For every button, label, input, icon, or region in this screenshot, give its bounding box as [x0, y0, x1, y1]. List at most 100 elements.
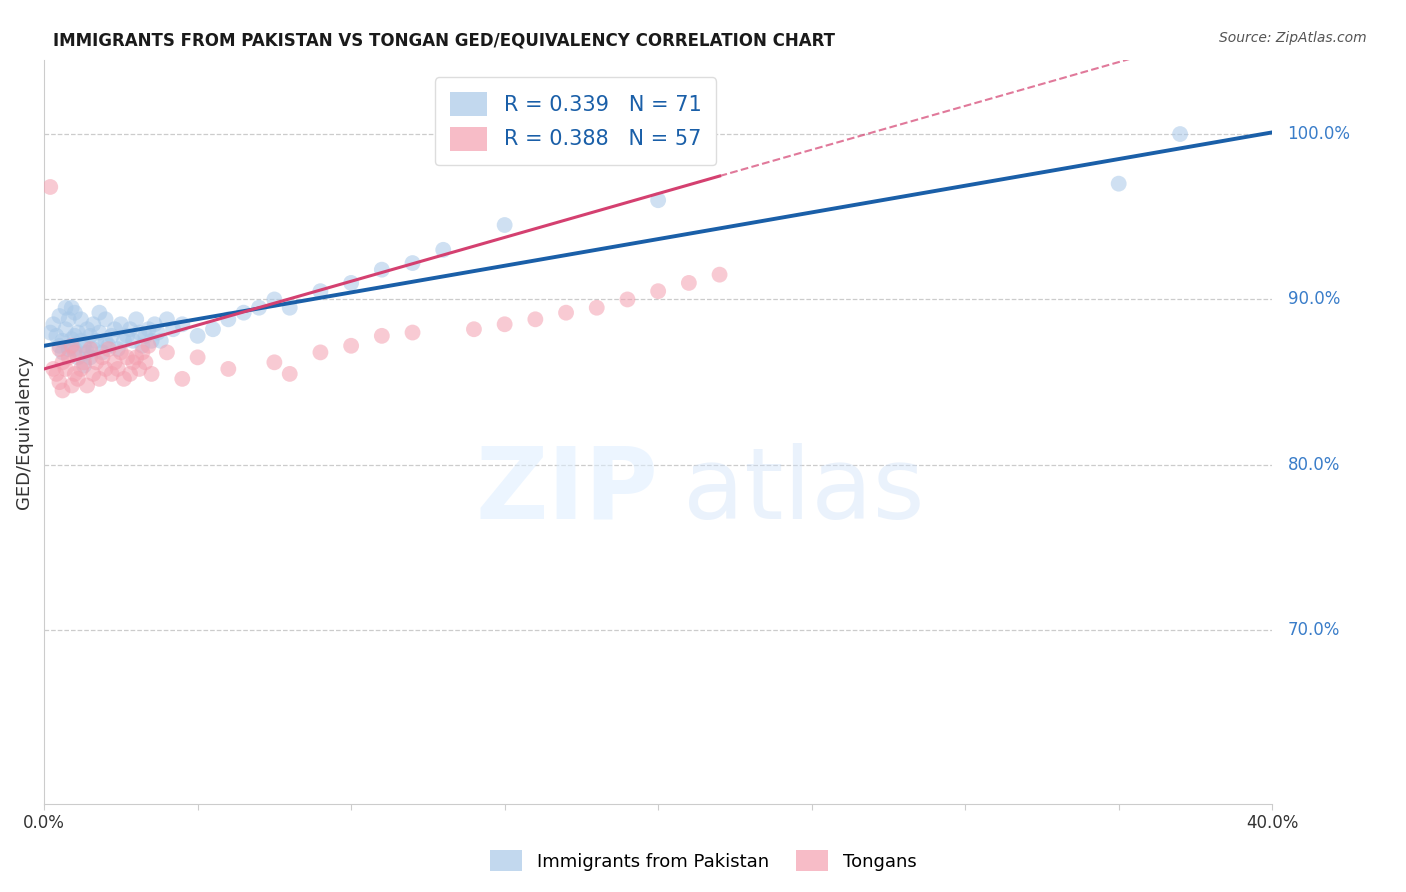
Point [107, 362, 129, 376]
Legend: R = 0.339   N = 71, R = 0.388   N = 57: R = 0.339 N = 71, R = 0.388 N = 57 [436, 78, 716, 165]
Point [156, 312, 179, 326]
Point [79, 351, 101, 365]
Point [149, 334, 172, 348]
Point [647, 284, 669, 298]
Point [94, 362, 117, 376]
Point [60, 332, 83, 346]
Point [66, 372, 89, 386]
Point [494, 318, 516, 332]
Point [104, 355, 127, 369]
Point [138, 322, 160, 336]
Point [97, 342, 120, 356]
Point [201, 322, 224, 336]
Point [115, 329, 138, 343]
Point [45, 329, 67, 343]
Point [48, 309, 70, 323]
Point [247, 301, 270, 315]
Point [51, 334, 73, 348]
Text: 100.0%: 100.0% [1288, 125, 1351, 143]
Point [55, 322, 77, 336]
Point [79, 329, 101, 343]
Point [1168, 127, 1191, 141]
Point [82, 342, 104, 356]
Point [94, 312, 117, 326]
Point [48, 375, 70, 389]
Point [91, 351, 114, 365]
Point [340, 276, 363, 290]
Point [89, 326, 111, 340]
Point [82, 318, 104, 332]
Text: 80.0%: 80.0% [1288, 456, 1340, 474]
Point [134, 329, 156, 343]
Point [73, 359, 96, 373]
Point [107, 342, 129, 356]
Point [309, 345, 332, 359]
Point [125, 312, 148, 326]
Point [371, 329, 394, 343]
Point [51, 384, 73, 398]
Point [89, 372, 111, 386]
Point [134, 355, 156, 369]
Point [100, 329, 122, 343]
Text: 90.0%: 90.0% [1288, 291, 1340, 309]
Legend: Immigrants from Pakistan, Tongans: Immigrants from Pakistan, Tongans [482, 843, 924, 879]
Point [131, 345, 153, 359]
Point [278, 301, 301, 315]
Point [100, 367, 122, 381]
Point [66, 326, 89, 340]
Point [42, 362, 65, 376]
Point [63, 342, 86, 356]
Point [51, 345, 73, 359]
Point [232, 306, 254, 320]
Point [39, 180, 62, 194]
Point [187, 329, 209, 343]
Point [58, 342, 80, 356]
Point [104, 322, 127, 336]
Text: 70.0%: 70.0% [1288, 622, 1340, 640]
Point [73, 339, 96, 353]
Point [45, 367, 67, 381]
Point [278, 367, 301, 381]
Point [128, 362, 150, 376]
Point [66, 351, 89, 365]
Point [432, 243, 454, 257]
Point [156, 345, 179, 359]
Point [141, 367, 163, 381]
Point [51, 355, 73, 369]
Point [115, 351, 138, 365]
Point [63, 329, 86, 343]
Point [120, 367, 142, 381]
Point [1108, 177, 1130, 191]
Point [128, 326, 150, 340]
Point [112, 334, 135, 348]
Point [97, 339, 120, 353]
Point [263, 355, 285, 369]
Text: Source: ZipAtlas.com: Source: ZipAtlas.com [1219, 31, 1367, 45]
Point [555, 306, 578, 320]
Point [131, 339, 153, 353]
Point [122, 334, 145, 348]
Point [48, 342, 70, 356]
Point [616, 293, 638, 307]
Point [63, 306, 86, 320]
Text: ZIP: ZIP [475, 442, 658, 540]
Point [709, 268, 731, 282]
Point [70, 334, 93, 348]
Point [141, 334, 163, 348]
Point [401, 256, 423, 270]
Point [112, 372, 135, 386]
Point [172, 372, 194, 386]
Point [110, 318, 132, 332]
Text: atlas: atlas [683, 442, 924, 540]
Point [678, 276, 700, 290]
Point [263, 293, 285, 307]
Point [340, 339, 363, 353]
Point [39, 326, 62, 340]
Point [73, 355, 96, 369]
Point [309, 284, 332, 298]
Point [76, 322, 98, 336]
Point [70, 312, 93, 326]
Point [120, 322, 142, 336]
Point [217, 312, 239, 326]
Point [60, 301, 83, 315]
